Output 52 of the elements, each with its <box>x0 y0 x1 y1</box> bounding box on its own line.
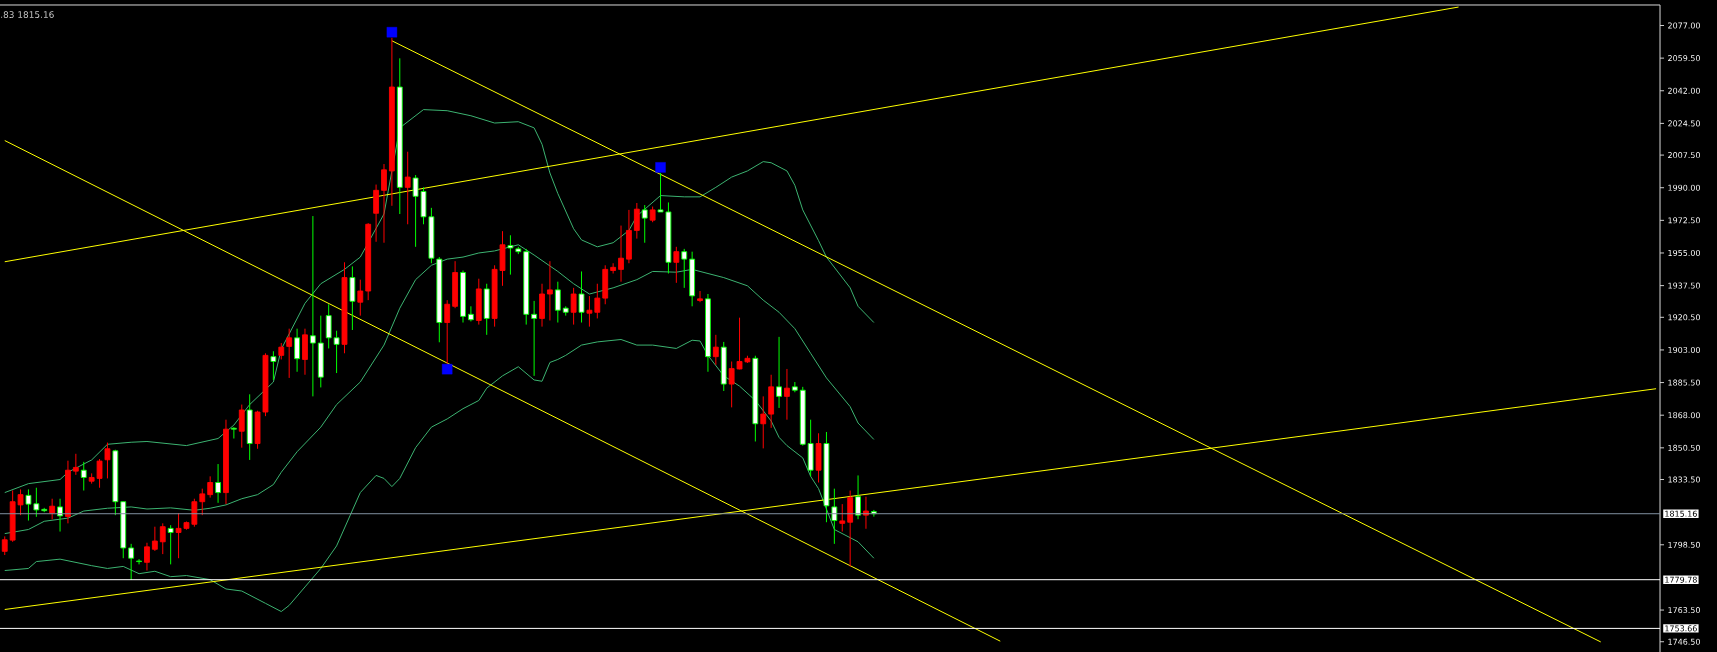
candlestick <box>1 535 8 556</box>
candlestick <box>760 395 767 449</box>
candlestick <box>618 225 624 283</box>
candlestick <box>199 488 206 516</box>
candlestick <box>855 474 861 520</box>
candlestick <box>531 300 538 377</box>
candlestick <box>349 265 356 331</box>
candlestick <box>373 184 379 243</box>
candlestick <box>357 279 364 317</box>
candlestick <box>57 498 63 533</box>
candlestick <box>633 202 640 240</box>
candlestick <box>215 463 221 504</box>
candlestick <box>238 404 245 449</box>
candlestick <box>404 151 411 225</box>
candlestick <box>776 336 782 409</box>
candlestick <box>681 248 688 289</box>
candlestick <box>468 305 474 322</box>
line-series <box>4 244 875 535</box>
candlestick <box>230 426 237 439</box>
candlestick <box>570 287 577 326</box>
point <box>655 162 666 173</box>
line-series <box>4 339 875 613</box>
candlestick <box>207 475 214 499</box>
candlestick <box>309 215 316 397</box>
candlestick <box>381 163 387 244</box>
candlestick <box>136 558 142 565</box>
annotation: .83 1815.16 <box>1 11 54 18</box>
candlestick <box>80 461 87 492</box>
candlestick <box>712 334 719 366</box>
candlestick <box>610 262 617 274</box>
candlestick <box>673 246 680 284</box>
candlestick <box>151 526 158 552</box>
candlestick <box>72 453 79 476</box>
candlestick <box>104 442 111 479</box>
candlestick <box>270 350 277 381</box>
candlestick <box>641 204 648 244</box>
candlestick <box>294 328 300 373</box>
candlestick <box>286 328 293 379</box>
candlestick <box>578 270 585 324</box>
candlestick <box>547 260 553 321</box>
point <box>386 27 398 38</box>
candlestick <box>784 368 790 421</box>
candlestick <box>831 488 838 545</box>
candlestick <box>49 498 56 520</box>
line-series <box>4 109 875 494</box>
point <box>442 363 453 375</box>
candlestick <box>554 281 561 324</box>
candlestick <box>159 522 166 555</box>
candlestick <box>697 290 703 303</box>
candlestick <box>839 503 846 533</box>
candlestick <box>144 542 150 572</box>
candlestick <box>167 524 174 565</box>
